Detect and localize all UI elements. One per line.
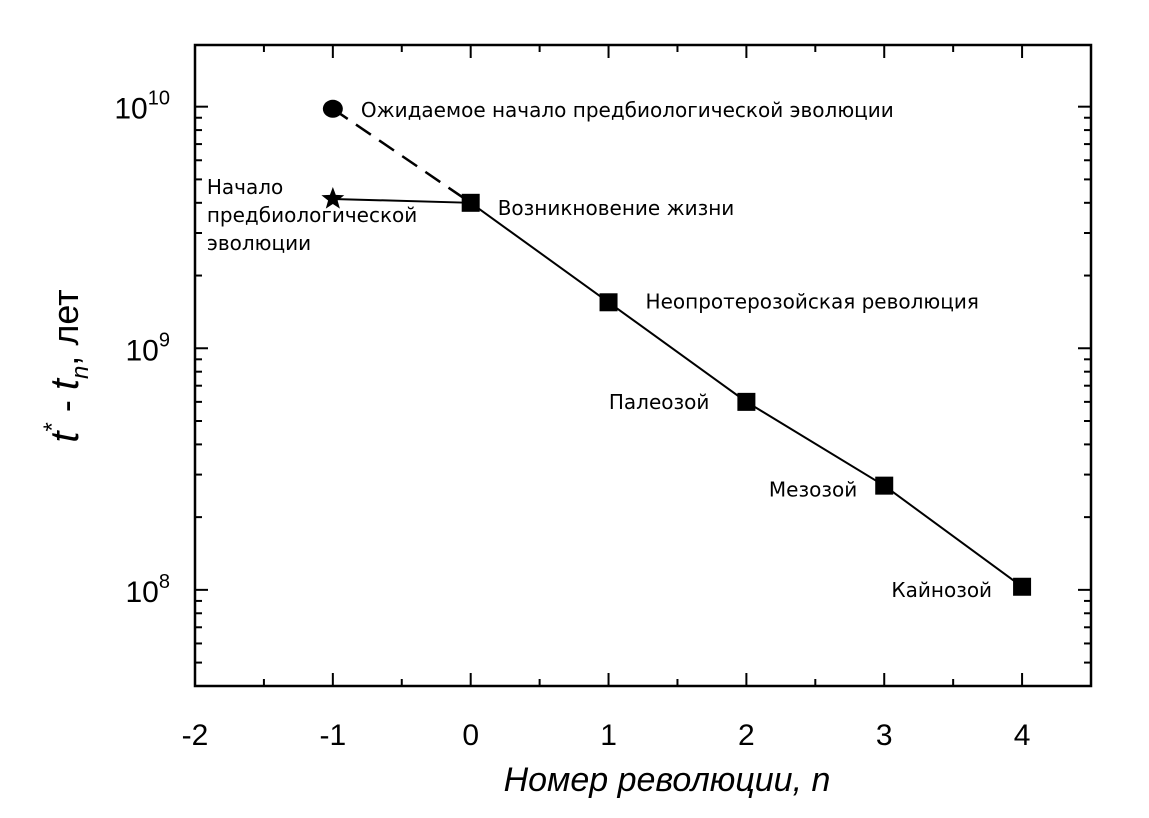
plot-frame: [193, 43, 1093, 688]
series-line-star: [332, 197, 471, 204]
star-marker: [321, 186, 345, 209]
x-axis-label: Номер революции, n: [504, 761, 831, 799]
y-tick-label: 109: [126, 329, 171, 367]
series-lines: [332, 107, 1023, 588]
y-tick-base: 10: [114, 93, 147, 126]
x-tick-label: 4: [1014, 719, 1031, 752]
annotation-line: эволюции: [207, 231, 311, 255]
y-tick-label: 108: [126, 571, 171, 609]
x-tick-label: 0: [462, 719, 479, 752]
annotation-label: Возникновение жизни: [498, 196, 735, 220]
annotation-label: Ожидаемое начало предбиологической эволю…: [361, 98, 894, 122]
y-tick-exponent: 10: [148, 88, 170, 110]
x-tick-label: 2: [738, 719, 755, 752]
y-label-sub: n: [67, 366, 94, 379]
y-label-star: *: [39, 422, 66, 431]
y-label-minus: -: [45, 390, 86, 422]
y-tick-label: 1010: [114, 88, 170, 126]
square-marker: [461, 193, 480, 212]
svg-text:t* - tn, лет: t* - tn, лет: [39, 289, 94, 442]
data-markers: [321, 99, 1032, 596]
square-marker: [875, 476, 894, 495]
y-label-unit: , лет: [45, 289, 86, 365]
y-label-var: t: [43, 430, 87, 443]
y-tick-exponent: 8: [159, 571, 170, 593]
annotation-label: Кайнозой: [891, 578, 992, 602]
square-marker: [599, 293, 618, 312]
point-annotations: Возникновение жизни Неопротерозойская рев…: [207, 98, 992, 602]
x-tick-label: 1: [600, 719, 617, 752]
square-marker: [737, 392, 756, 411]
circle-marker: [322, 99, 343, 118]
x-tick-label: -1: [320, 719, 347, 752]
y-tick-exponent: 9: [159, 329, 170, 351]
square-marker: [1013, 577, 1032, 596]
annotation-label: Палеозой: [609, 390, 710, 414]
x-tick-label: 3: [876, 719, 893, 752]
annotation-label: Мезозой: [769, 478, 857, 502]
y-tick-base: 10: [126, 334, 159, 367]
y-tick-base: 10: [126, 576, 159, 609]
x-tick-label: -2: [182, 719, 209, 752]
series-line-circle: [332, 107, 472, 204]
annotation-line: Начало: [207, 175, 283, 199]
y-axis-label: t* - tn, лет: [39, 289, 94, 442]
annotation-line: предбиологической: [207, 203, 417, 227]
x-tick-labels: -2 -1 0 1 2 3 4: [182, 719, 1031, 752]
axis-ticks: [194, 45, 1092, 687]
annotation-label: Неопротерозойская революция: [646, 289, 979, 313]
y-label-var2: t: [43, 377, 87, 390]
